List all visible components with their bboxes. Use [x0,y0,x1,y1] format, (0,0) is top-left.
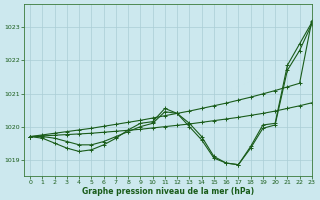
X-axis label: Graphe pression niveau de la mer (hPa): Graphe pression niveau de la mer (hPa) [82,187,254,196]
